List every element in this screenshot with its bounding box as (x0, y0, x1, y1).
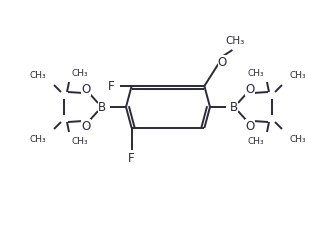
Text: O: O (245, 83, 255, 96)
Text: CH₃: CH₃ (72, 137, 88, 146)
Text: O: O (81, 83, 91, 96)
Text: F: F (128, 152, 135, 165)
Text: O: O (81, 119, 91, 132)
Text: F: F (108, 80, 115, 93)
Text: B: B (98, 101, 106, 114)
Text: CH₃: CH₃ (72, 69, 88, 78)
Text: O: O (245, 119, 255, 132)
Text: O: O (218, 55, 227, 68)
Text: CH₃: CH₃ (226, 36, 245, 46)
Text: CH₃: CH₃ (290, 71, 306, 80)
Text: CH₃: CH₃ (248, 69, 264, 78)
Text: CH₃: CH₃ (248, 137, 264, 146)
Text: CH₃: CH₃ (30, 71, 46, 80)
Text: CH₃: CH₃ (290, 135, 306, 144)
Text: B: B (230, 101, 238, 114)
Text: CH₃: CH₃ (30, 135, 46, 144)
